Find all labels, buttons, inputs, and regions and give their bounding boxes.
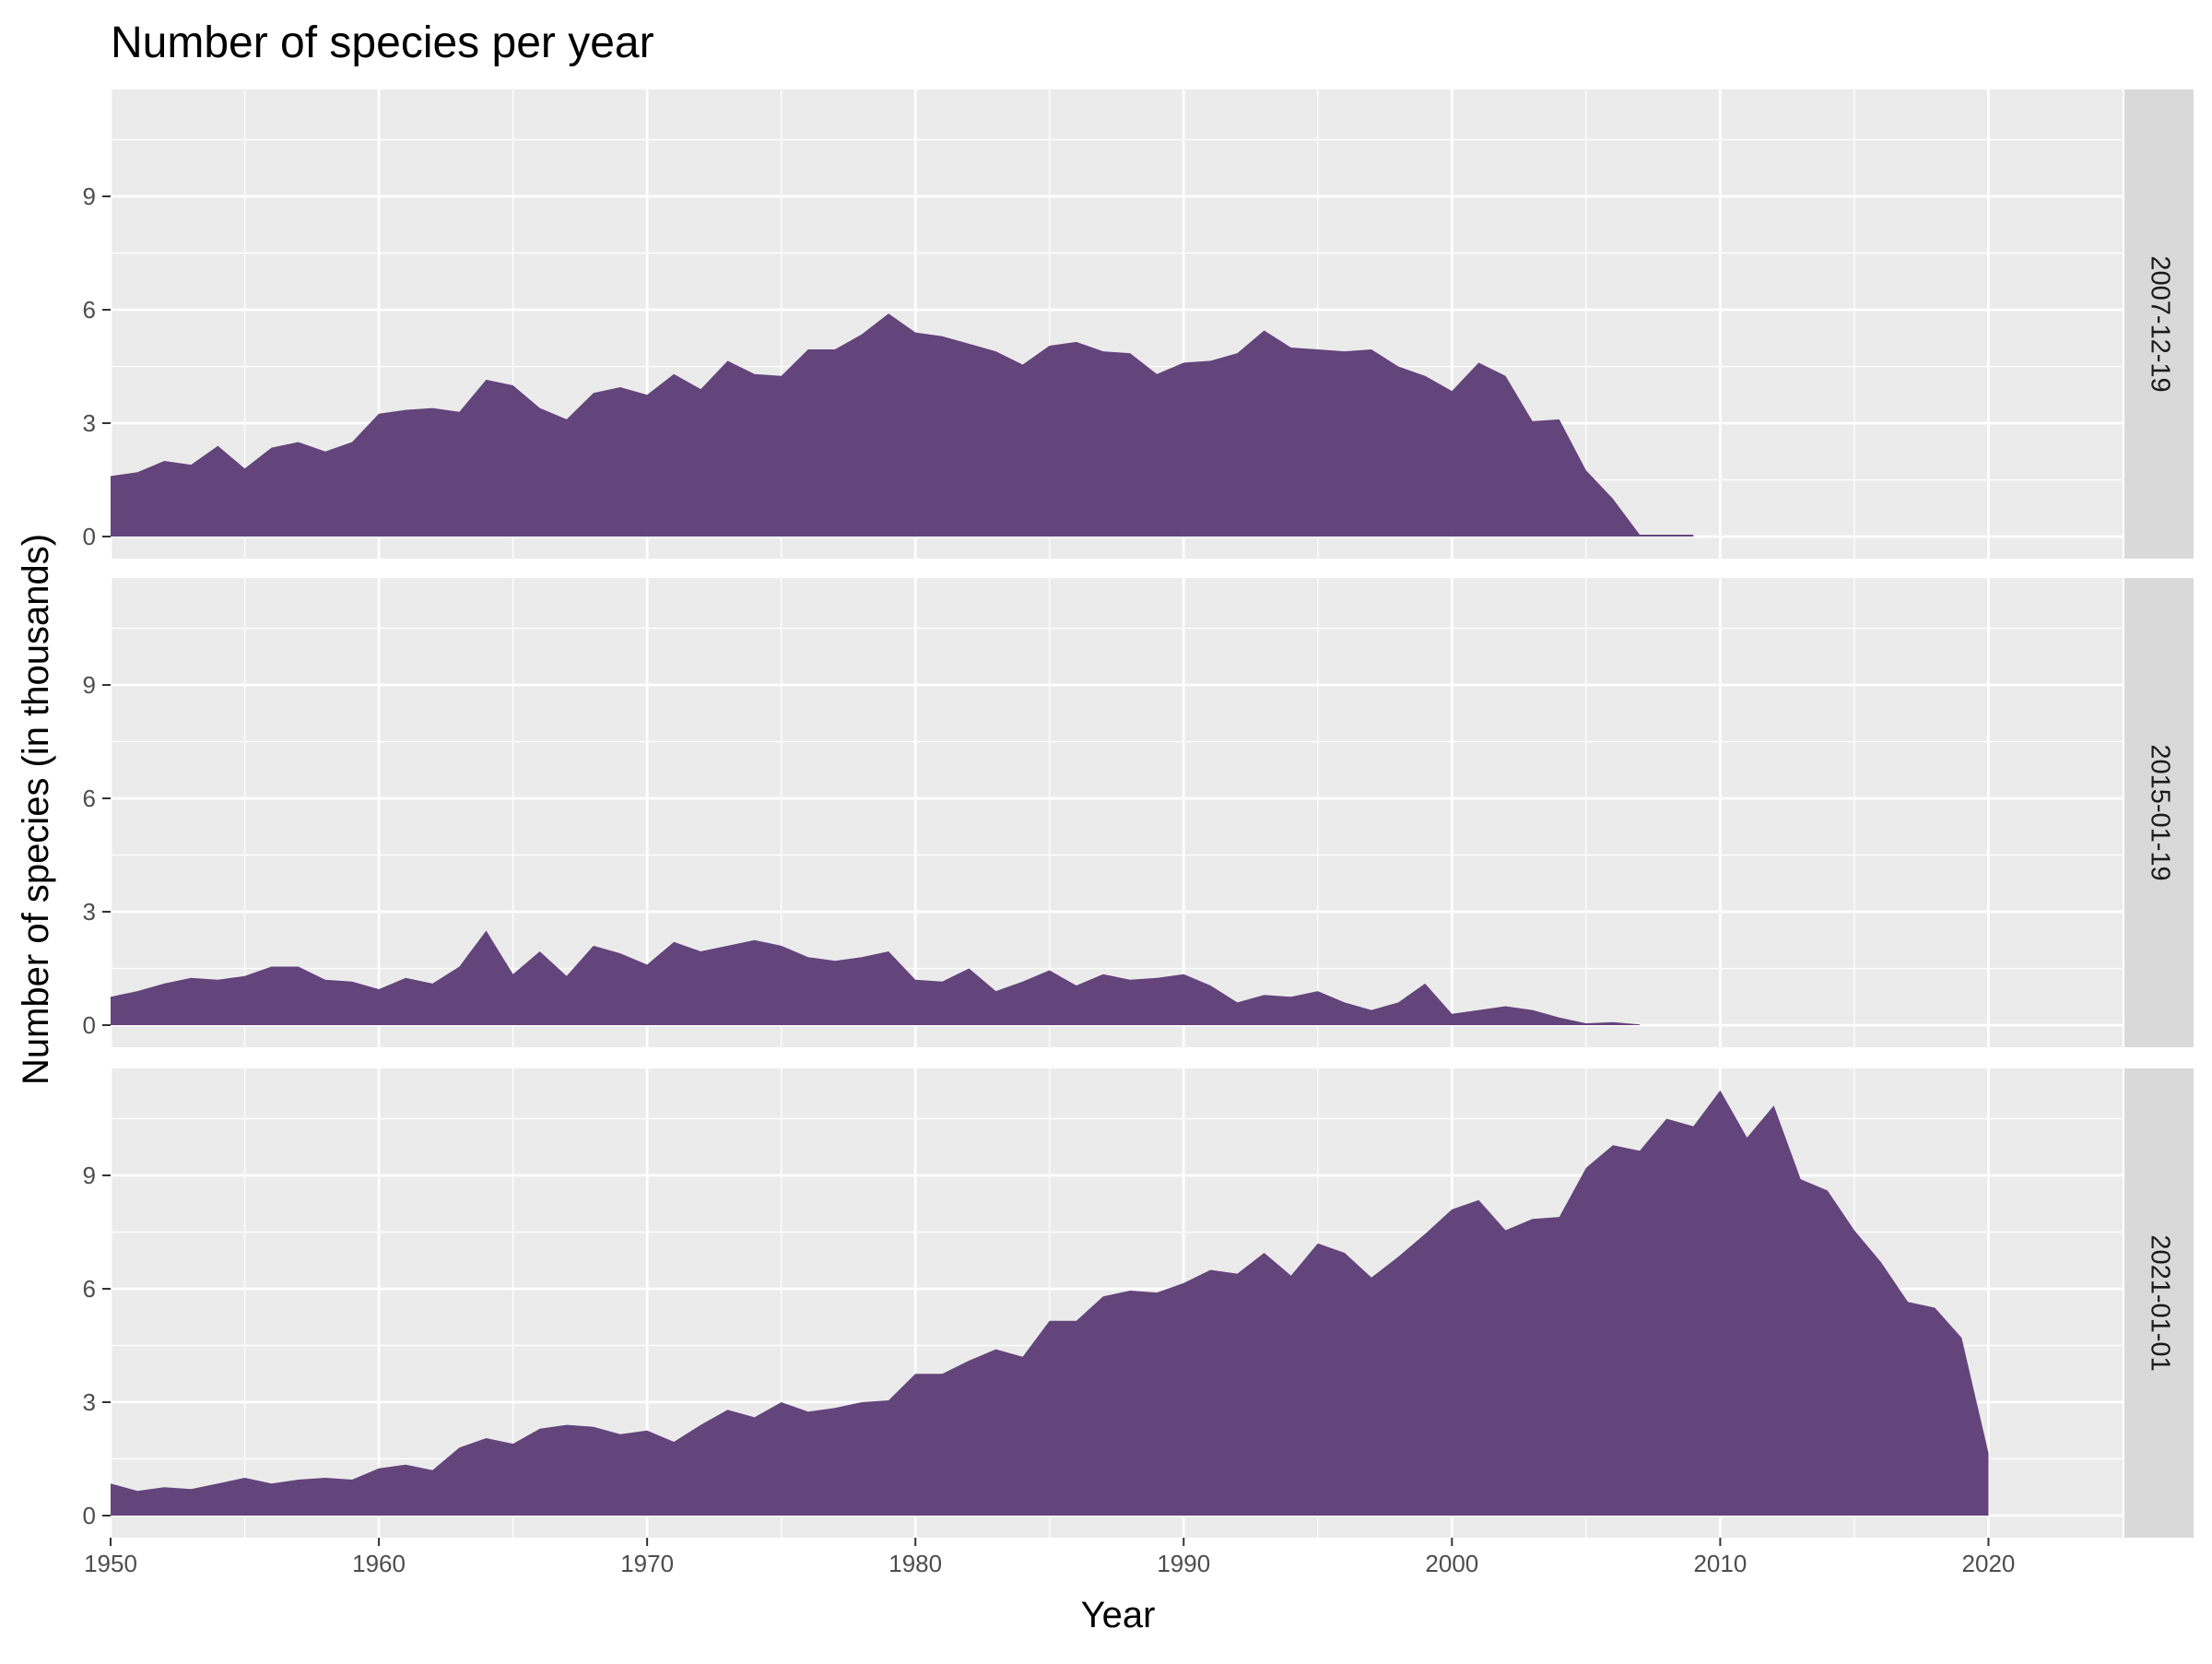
facet-strip-label: 2015-01-19 [2146,744,2175,880]
facet-panel-2015-01-19: 0 3 6 9 2015-01-19 [83,578,2194,1047]
facet-strip-label: 2007-12-19 [2146,255,2175,392]
x-axis-title: Year [1081,1595,1156,1635]
y-tick-label: 6 [83,1275,96,1303]
chart-title: Number of species per year [111,18,654,67]
y-axis-title: Number of species (in thousands) [16,534,56,1085]
facet-panel-2007-12-19: 0 3 6 9 2007-12-19 [83,89,2194,559]
y-tick-label: 9 [83,671,96,699]
y-tick-label: 9 [83,1162,96,1189]
area-series-2021-01-01 [111,1090,1989,1516]
y-tick-label: 3 [83,898,96,926]
x-tick-label: 1950 [84,1550,137,1577]
facet-strip-label: 2021-01-01 [2146,1234,2175,1371]
y-tick-label: 3 [83,1388,96,1416]
x-tick-label: 2020 [1962,1550,2016,1577]
panel-background [111,578,2123,1047]
y-tick-label: 0 [83,1011,96,1039]
y-tick-label: 6 [83,785,96,812]
x-tick-label: 2010 [1693,1550,1747,1577]
x-tick-label: 1980 [888,1550,942,1577]
x-tick-label: 1960 [352,1550,406,1577]
facet-panels: 0 3 6 9 2007-12-19 0 3 6 9 2015-01-19 0 3 6 9 2021-01-… [83,89,2194,1538]
y-tick-label: 3 [83,409,96,437]
facet-strip [2124,578,2194,1047]
y-tick-label: 6 [83,296,96,324]
x-axis: 1950 1960 1970 1980 1990 2000 2010 2020 [84,1538,2015,1577]
y-tick-label: 0 [83,523,96,550]
x-tick-label: 1970 [620,1550,674,1577]
y-tick-label: 0 [83,1502,96,1529]
facet-strip [2124,89,2194,559]
x-tick-label: 1990 [1157,1550,1210,1577]
area-series-2007-12-19 [111,313,1694,537]
x-tick-label: 2000 [1425,1550,1478,1577]
area-series-2015-01-19 [111,930,1641,1025]
y-tick-label: 9 [83,183,96,210]
facet-panel-2021-01-01: 0 3 6 9 2021-01-01 [83,1068,2194,1538]
facet-strip [2124,1068,2194,1538]
